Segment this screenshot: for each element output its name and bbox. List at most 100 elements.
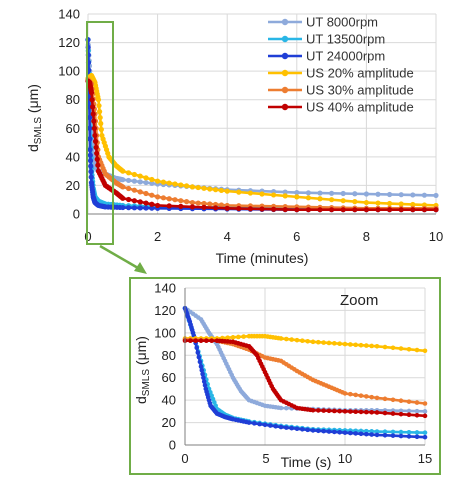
main-point-us-40-amplitude — [94, 150, 100, 156]
zoom-point-us-40-amplitude — [369, 409, 374, 415]
main-point-us-40-amplitude — [120, 195, 126, 201]
main-point-us-40-amplitude — [126, 196, 132, 203]
main-point-us-20-amplitude — [259, 191, 265, 197]
main-point-us-40-amplitude — [155, 202, 161, 209]
zoom-point-us-20-amplitude — [398, 346, 404, 351]
zoom-point-ut-24000rpm — [294, 426, 300, 432]
main-point-us-20-amplitude — [340, 198, 346, 204]
zoom-point-us-20-amplitude — [348, 342, 353, 347]
main-point-us-40-amplitude — [398, 207, 404, 213]
main-point-us-20-amplitude — [96, 103, 102, 109]
main-point-us-40-amplitude — [213, 205, 219, 211]
main-point-ut-24000rpm — [143, 205, 149, 211]
main-point-us-20-amplitude — [155, 178, 161, 184]
main-point-ut-24000rpm — [137, 205, 143, 211]
main-point-us-40-amplitude — [89, 97, 95, 103]
main-point-us-20-amplitude — [137, 173, 143, 179]
main-x-tick-label: 6 — [293, 229, 300, 244]
main-point-us-20-amplitude — [207, 186, 213, 192]
main-y-axis-label: dSMLS (μm) — [25, 84, 44, 152]
main-point-us-40-amplitude — [137, 199, 143, 205]
main-point-us-20-amplitude — [224, 188, 230, 194]
zoom-point-ut-24000rpm — [332, 429, 337, 435]
main-point-us-40-amplitude — [340, 207, 346, 213]
zoom-point-us-20-amplitude — [358, 342, 364, 348]
main-point-us-20-amplitude — [149, 176, 155, 183]
main-point-us-40-amplitude — [259, 206, 265, 212]
legend-item-ut-13500rpm: UT 13500rpm — [268, 32, 385, 47]
zoom-point-ut-8000rpm — [414, 408, 420, 414]
main-point-us-20-amplitude — [375, 200, 381, 206]
main-y-tick-label: 80 — [66, 92, 80, 107]
main-y-axis-label-sub: SMLS — [33, 117, 44, 145]
main-point-us-20-amplitude — [131, 171, 137, 178]
zoom-y-tick-label: 0 — [169, 438, 176, 453]
zoom-point-ut-24000rpm — [196, 354, 202, 360]
main-point-us-20-amplitude — [282, 193, 288, 199]
zoom-y-tick-label: 140 — [154, 281, 176, 296]
legend-swatch-marker — [281, 103, 289, 111]
main-point-us-30-amplitude — [137, 189, 143, 195]
zoom-series-ut-24000rpm — [182, 305, 428, 440]
zoom-point-ut-24000rpm — [201, 375, 206, 381]
zoom-y-axis-label-main: d — [133, 396, 149, 404]
main-x-axis-label: Time (minutes) — [216, 250, 309, 266]
zoom-point-ut-24000rpm — [278, 424, 284, 430]
zoom-point-ut-8000rpm — [398, 408, 404, 414]
main-y-tick-label: 0 — [73, 207, 80, 222]
legend-label: US 30% amplitude — [306, 83, 414, 98]
zoom-point-us-40-amplitude — [198, 338, 204, 344]
legend-label: US 20% amplitude — [306, 66, 414, 81]
main-y-tick-label: 100 — [58, 64, 80, 79]
zoom-x-tick-label: 15 — [418, 451, 432, 466]
legend-label: US 40% amplitude — [306, 100, 414, 115]
zoom-y-axis-label-unit: (μm) — [133, 336, 149, 369]
zoom-point-us-20-amplitude — [390, 345, 396, 351]
zoom-point-us-40-amplitude — [321, 408, 326, 413]
main-point-us-40-amplitude — [282, 206, 288, 213]
zoom-point-ut-8000rpm — [278, 405, 284, 411]
main-point-us-30-amplitude — [172, 197, 178, 203]
main-point-us-40-amplitude — [88, 89, 95, 96]
main-point-us-40-amplitude — [91, 125, 97, 131]
zoom-point-us-30-amplitude — [348, 391, 353, 397]
main-point-us-30-amplitude — [201, 200, 207, 207]
zoom-point-ut-24000rpm — [326, 429, 332, 434]
main-y-tick-label: 140 — [58, 7, 80, 22]
main-point-us-20-amplitude — [97, 114, 103, 121]
zoom-point-ut-24000rpm — [390, 433, 396, 438]
zoom-point-ut-8000rpm — [406, 408, 412, 414]
main-point-us-30-amplitude — [155, 194, 161, 200]
zoom-point-us-40-amplitude — [382, 410, 388, 416]
main-series-us-20-amplitude — [85, 72, 439, 209]
main-point-us-40-amplitude — [352, 207, 358, 213]
main-point-ut-8000rpm — [329, 190, 335, 196]
zoom-point-us-20-amplitude — [321, 340, 326, 345]
zoom-point-us-30-amplitude — [342, 391, 348, 396]
zoom-point-us-40-amplitude — [332, 408, 337, 414]
zoom-series-layer — [182, 305, 428, 440]
zoom-point-us-20-amplitude — [316, 339, 321, 345]
zoom-x-axis-label: Time (s) — [281, 454, 332, 470]
main-point-us-30-amplitude — [120, 184, 126, 190]
zoom-point-us-30-amplitude — [374, 395, 380, 401]
zoom-point-us-30-amplitude — [369, 394, 374, 400]
main-point-us-30-amplitude — [149, 192, 155, 198]
main-point-us-40-amplitude — [224, 205, 230, 211]
main-point-us-40-amplitude — [433, 207, 439, 213]
zoom-connector-line — [99, 244, 139, 270]
zoom-point-us-20-amplitude — [337, 341, 342, 347]
main-point-us-40-amplitude — [363, 207, 369, 213]
main-point-ut-8000rpm — [317, 190, 323, 196]
zoom-point-us-20-amplitude — [422, 348, 428, 354]
zoom-y-tick-label: 80 — [162, 348, 176, 363]
main-chart: 0 20 40 60 80 100 120 140 0 2 4 6 8 10 Time (minutes… — [25, 7, 443, 267]
zoom-y-tick-label: 40 — [162, 393, 176, 408]
main-point-ut-24000rpm — [86, 114, 93, 121]
zoom-point-ut-13500rpm — [382, 429, 388, 435]
zoom-point-us-20-amplitude — [406, 347, 412, 352]
main-point-us-40-amplitude — [305, 207, 311, 213]
zoom-y-tick-label: 120 — [154, 303, 176, 318]
main-point-us-20-amplitude — [236, 189, 242, 195]
zoom-series-us-40-amplitude — [182, 338, 428, 419]
